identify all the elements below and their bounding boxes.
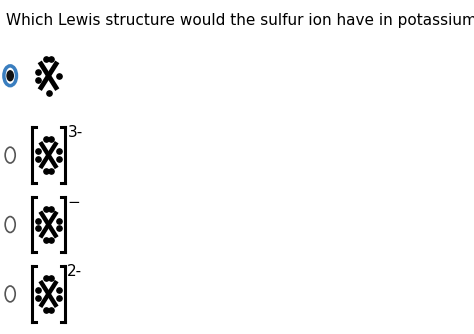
Text: 2-: 2-: [67, 264, 82, 279]
Circle shape: [7, 71, 13, 81]
Text: Which Lewis structure would the sulfur ion have in potassium sulfide?: Which Lewis structure would the sulfur i…: [7, 13, 474, 28]
Text: 3-: 3-: [67, 125, 82, 140]
Text: −: −: [67, 195, 80, 210]
